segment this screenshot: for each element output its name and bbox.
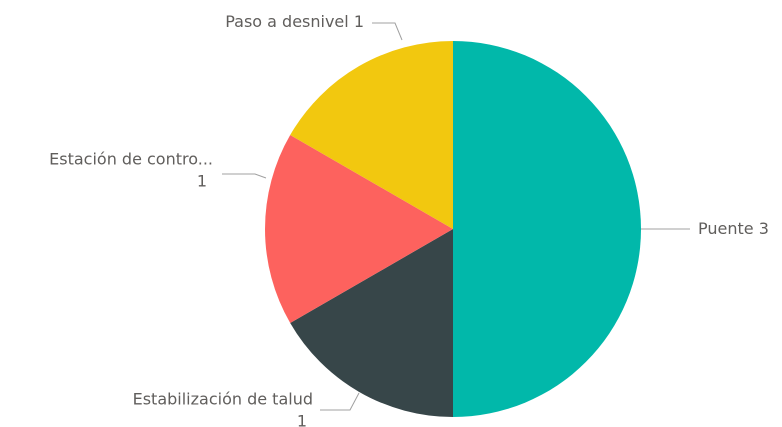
pie-slice (453, 41, 641, 417)
slice-label: Estabilización de talud (133, 390, 313, 409)
slice-label: Puente (698, 219, 754, 238)
slice-value: 1 (197, 172, 207, 191)
leader-line (320, 392, 360, 411)
slice-label-group: Paso a desnivel 1 (225, 12, 364, 31)
slice-label-group: Puente 3 (698, 219, 769, 238)
leader-line (372, 22, 403, 41)
slice-label: Paso a desnivel (225, 12, 349, 31)
pie-slice (290, 41, 453, 229)
leader-line (222, 173, 267, 179)
pie-slice (290, 229, 453, 417)
slice-label: Estación de contro... (49, 150, 213, 169)
slice-value: 3 (759, 219, 769, 238)
pie-slice (265, 135, 453, 323)
slice-value: 1 (297, 412, 307, 427)
slice-value: 1 (354, 12, 364, 31)
